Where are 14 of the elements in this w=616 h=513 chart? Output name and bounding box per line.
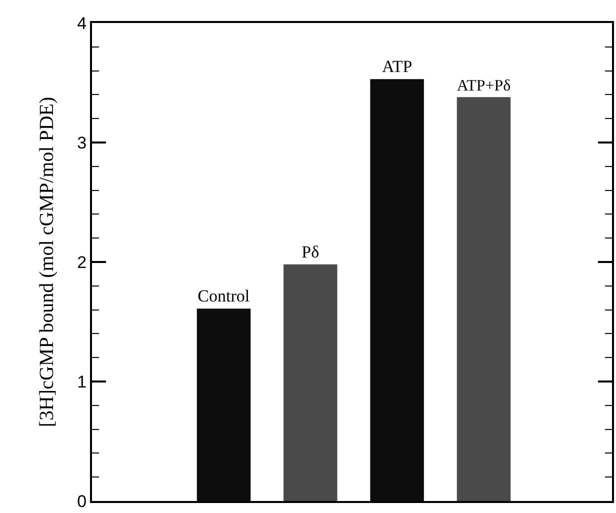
bar [370, 79, 424, 501]
y-tick-label: 2 [77, 252, 87, 272]
x-tick-label: Control [198, 286, 250, 306]
x-tick-label: ATP [382, 57, 412, 76]
y-tick-label: 0 [77, 492, 87, 511]
x-tick-label: Pδ [302, 242, 320, 262]
bar [284, 264, 338, 501]
x-tick-label: ATP+Pδ [456, 77, 511, 94]
y-axis-title: [3H]cGMP bound (mol cGMP/mol PDE) [36, 96, 58, 428]
bar [196, 308, 251, 501]
y-tick-label: 4 [77, 14, 87, 33]
y-tick-label: 1 [77, 372, 87, 392]
bar [456, 97, 511, 501]
y-tick-label: 3 [77, 133, 87, 152]
